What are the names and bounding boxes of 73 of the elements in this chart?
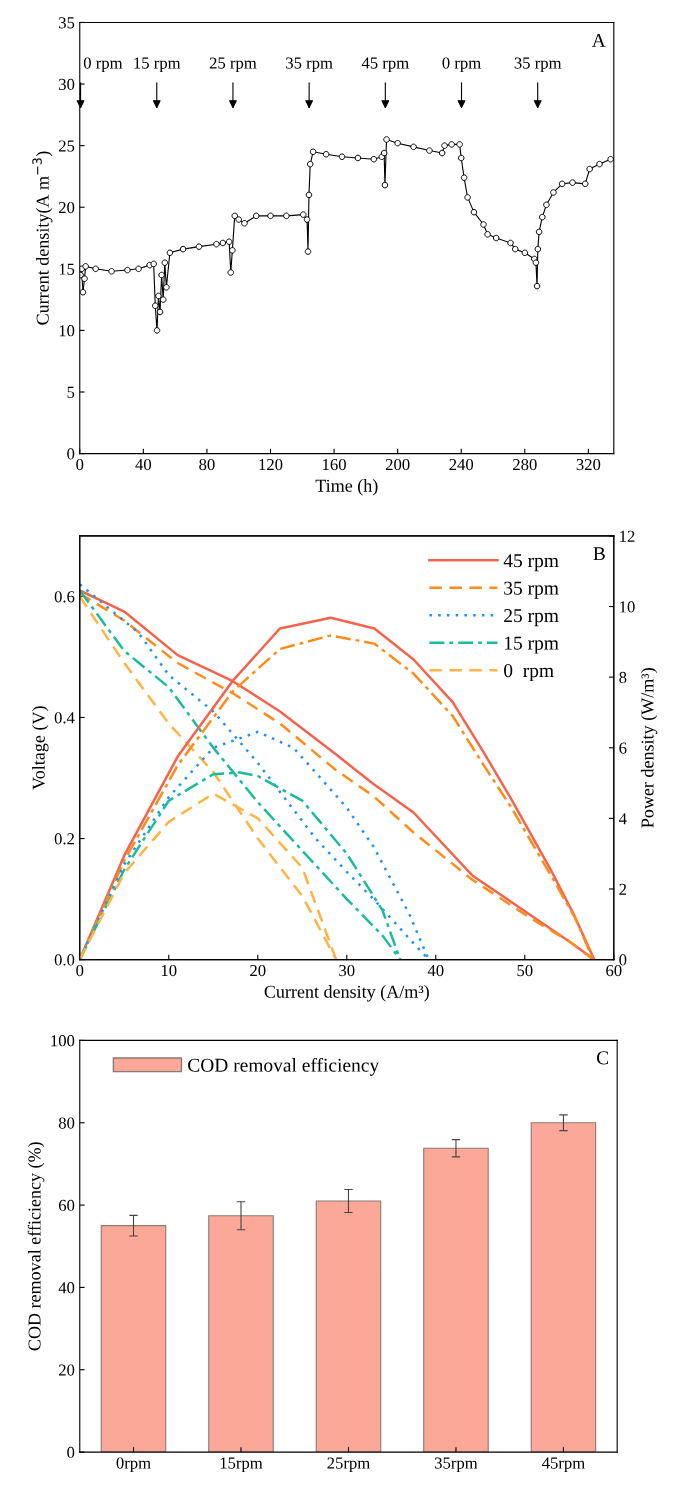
- bar: [208, 1215, 274, 1453]
- x-tick-label: 45rpm: [542, 1457, 585, 1473]
- legend-label: 35 rpm: [504, 581, 559, 599]
- y2-tick-label: 8: [619, 671, 627, 684]
- legend-label: 15 rpm: [505, 636, 559, 654]
- y2-tick-label: 10: [620, 601, 635, 613]
- y-tick-label: 25: [58, 140, 75, 152]
- y-axis-title: Voltage (V): [32, 706, 49, 790]
- x-tick-label: 10: [161, 964, 177, 977]
- x-tick-label: 30: [339, 964, 355, 977]
- bar: [315, 1200, 382, 1453]
- y-tick-label: 5: [67, 386, 75, 398]
- x-tick-label: 240: [449, 458, 474, 471]
- y-tick-label: 100: [51, 1035, 75, 1047]
- y-tick-label: 0.6: [54, 591, 75, 603]
- bar: [423, 1147, 489, 1453]
- y-tick-label: 10: [59, 325, 75, 337]
- bar: [100, 1225, 167, 1453]
- x-tick-label: 320: [576, 458, 601, 471]
- y-tick-label: 40: [58, 1282, 75, 1294]
- x-tick-label: 50: [517, 964, 533, 977]
- bar: [530, 1122, 597, 1453]
- x-tick-label: 0: [76, 458, 84, 471]
- annotation: 0 rpm: [83, 57, 123, 73]
- x-axis-title: Current density (A/m³): [264, 985, 429, 1002]
- y-axis-title: COD removal efficiency (%): [27, 1142, 45, 1351]
- y-tick-label: 0.0: [54, 954, 75, 966]
- y2-axis-title: Power density (W/m³): [640, 668, 658, 828]
- y-tick-label: 0.2: [54, 833, 74, 845]
- y-tick-label: 15: [59, 263, 75, 275]
- legend-label: 25 rpm: [504, 609, 559, 627]
- y-tick-label: 35: [59, 17, 75, 29]
- legend-label: COD removal efficiency: [188, 1057, 380, 1076]
- y-tick-label: 0: [67, 448, 75, 460]
- y2-tick-label: 12: [620, 530, 635, 542]
- annotation: 35 rpm: [514, 57, 562, 73]
- legend-label: 0 rpm: [504, 664, 554, 682]
- annotation: 0 rpm: [442, 57, 481, 73]
- x-tick-label: 120: [259, 458, 283, 471]
- annotation: A: [591, 33, 606, 47]
- x-tick-label: 200: [385, 458, 410, 471]
- y-tick-label: 20: [58, 201, 75, 214]
- x-tick-label: 15rpm: [220, 1457, 263, 1473]
- x-tick-label: 40: [135, 458, 152, 471]
- x-axis-title: Time (h): [315, 479, 378, 496]
- annotation: C: [596, 1051, 609, 1065]
- x-tick-label: 160: [323, 458, 346, 471]
- y2-tick-label: 0: [619, 954, 627, 966]
- x-tick-label: 20: [250, 964, 266, 977]
- y-axis-title: Current density(A m$^{−3}$): [32, 151, 53, 325]
- annotation: 35 rpm: [286, 57, 333, 73]
- annotation: B: [593, 547, 605, 561]
- annotation: 25 rpm: [209, 57, 257, 73]
- y2-tick-label: 2: [619, 883, 627, 895]
- x-tick-label: 60: [606, 964, 622, 977]
- y-tick-label: 20: [58, 1364, 75, 1376]
- x-tick-label: 25rpm: [327, 1457, 370, 1473]
- x-tick-label: 280: [513, 458, 537, 471]
- x-tick-label: 80: [199, 458, 215, 471]
- x-tick-label: 0: [76, 964, 84, 977]
- annotation: 45 rpm: [361, 57, 409, 73]
- x-tick-label: 40: [427, 964, 444, 977]
- y2-tick-label: 4: [618, 813, 627, 825]
- x-tick-label: 0rpm: [116, 1457, 151, 1473]
- legend-label: 45 rpm: [503, 554, 559, 572]
- y-tick-label: 30: [59, 78, 75, 90]
- x-tick-label: 35rpm: [435, 1457, 478, 1473]
- y-tick-label: 0: [67, 1446, 75, 1459]
- annotation: 15 rpm: [134, 57, 181, 73]
- y-tick-label: 60: [58, 1199, 75, 1212]
- y2-tick-label: 6: [619, 742, 627, 754]
- y-tick-label: 80: [58, 1117, 75, 1129]
- y-tick-label: 0.4: [54, 712, 75, 724]
